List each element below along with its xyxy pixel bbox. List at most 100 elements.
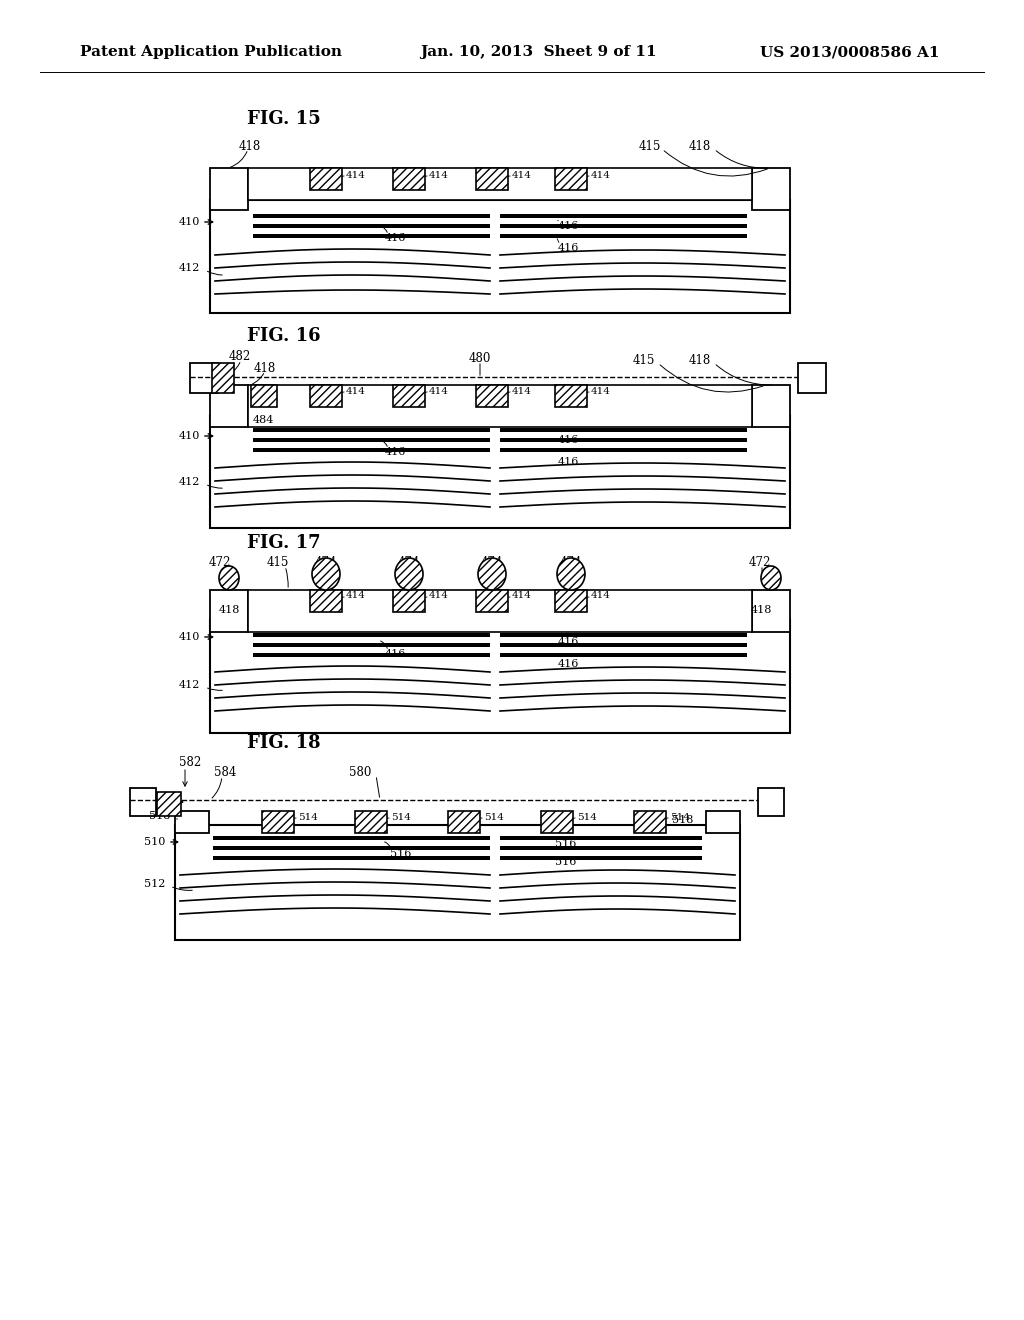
Bar (393, 590, 425, 612)
Bar (500, 632, 746, 638)
Text: 414: 414 (346, 170, 366, 180)
Bar (175, 810, 209, 833)
Bar (500, 653, 746, 657)
Text: 514: 514 (484, 813, 504, 821)
Text: 416: 416 (558, 457, 580, 467)
Bar (500, 846, 702, 850)
Text: 416: 416 (558, 659, 580, 669)
Bar (253, 224, 490, 228)
Text: 584: 584 (214, 767, 237, 780)
Text: 416: 416 (558, 243, 580, 253)
Bar (355, 810, 387, 833)
Bar (752, 590, 790, 632)
Bar (210, 385, 248, 426)
Text: 416: 416 (385, 649, 407, 659)
Text: 414: 414 (591, 387, 611, 396)
Bar (555, 385, 587, 407)
Text: 512: 512 (143, 879, 165, 888)
Text: Patent Application Publication: Patent Application Publication (80, 45, 342, 59)
Ellipse shape (761, 566, 781, 590)
Text: 412: 412 (178, 477, 200, 487)
Bar (355, 810, 387, 833)
Bar (253, 234, 490, 238)
Bar (555, 590, 587, 612)
Ellipse shape (219, 566, 239, 590)
Text: 418: 418 (689, 140, 711, 153)
Bar (500, 447, 746, 453)
Bar (157, 792, 181, 816)
Text: FIG. 18: FIG. 18 (247, 734, 321, 752)
Text: 414: 414 (591, 591, 611, 601)
Text: 415: 415 (633, 354, 655, 367)
Bar (157, 792, 181, 816)
Text: 474: 474 (397, 557, 420, 569)
Ellipse shape (478, 558, 506, 590)
Bar (798, 363, 826, 393)
Bar (476, 168, 508, 190)
Text: 514: 514 (391, 813, 411, 821)
Text: 518: 518 (672, 814, 693, 825)
Text: 418: 418 (689, 354, 711, 367)
Bar (262, 810, 294, 833)
Text: 416: 416 (558, 220, 580, 231)
Bar (634, 810, 666, 833)
Text: 416: 416 (558, 436, 580, 445)
Bar (213, 846, 490, 850)
Bar (500, 643, 746, 647)
Text: 472: 472 (749, 556, 771, 569)
Text: 472: 472 (209, 556, 231, 569)
Bar (210, 201, 790, 313)
Bar (555, 168, 587, 190)
Text: 474: 474 (314, 557, 337, 569)
Text: 416: 416 (385, 234, 407, 243)
Text: 414: 414 (429, 591, 449, 601)
Text: 418: 418 (239, 140, 261, 153)
Bar (752, 168, 790, 210)
Bar (212, 363, 234, 393)
Bar (213, 855, 490, 861)
Text: 510: 510 (143, 837, 165, 847)
Text: 514: 514 (670, 813, 690, 821)
Text: US 2013/0008586 A1: US 2013/0008586 A1 (760, 45, 939, 59)
Bar (213, 836, 490, 841)
Bar (555, 385, 587, 407)
Ellipse shape (395, 558, 423, 590)
Text: 414: 414 (346, 387, 366, 396)
Bar (253, 214, 490, 218)
Bar (310, 168, 342, 190)
Bar (500, 214, 746, 218)
Text: FIG. 17: FIG. 17 (247, 535, 321, 552)
Text: 582: 582 (179, 756, 201, 770)
Text: 474: 474 (480, 557, 503, 569)
Text: 482: 482 (229, 351, 251, 363)
Bar (476, 168, 508, 190)
Bar (253, 632, 490, 638)
Bar (253, 643, 490, 647)
Bar (262, 810, 294, 833)
Bar (248, 385, 752, 426)
Bar (251, 385, 278, 407)
Text: FIG. 16: FIG. 16 (247, 327, 321, 345)
Bar (393, 385, 425, 407)
Bar (393, 168, 425, 190)
Bar (555, 590, 587, 612)
Bar (500, 438, 746, 442)
Bar (449, 810, 480, 833)
Text: 415: 415 (267, 557, 289, 569)
Bar (253, 653, 490, 657)
Text: 414: 414 (591, 170, 611, 180)
Text: Jan. 10, 2013  Sheet 9 of 11: Jan. 10, 2013 Sheet 9 of 11 (420, 45, 656, 59)
Bar (706, 810, 740, 833)
Bar (210, 414, 790, 528)
Text: 474: 474 (560, 557, 583, 569)
Bar (476, 385, 508, 407)
Bar (634, 810, 666, 833)
Text: 410: 410 (178, 432, 200, 441)
Text: 412: 412 (178, 263, 200, 273)
Bar (393, 385, 425, 407)
Text: 412: 412 (178, 680, 200, 690)
Bar (500, 428, 746, 432)
Text: 516: 516 (555, 857, 577, 867)
Ellipse shape (557, 558, 585, 590)
Bar (253, 428, 490, 432)
